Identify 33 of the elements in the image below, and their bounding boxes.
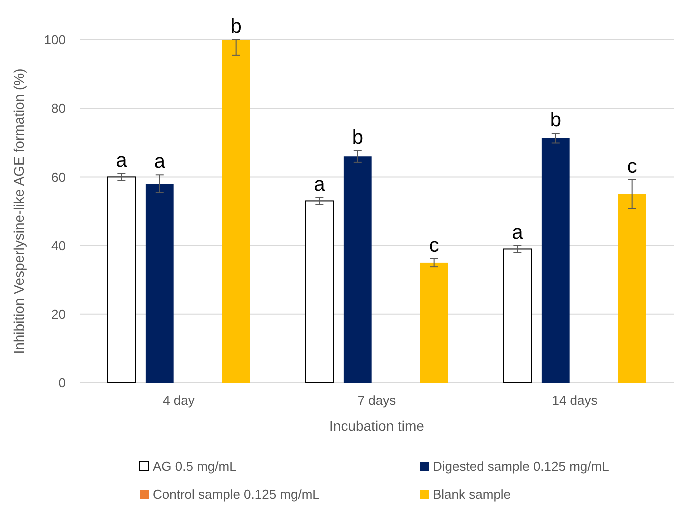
bar	[305, 200, 334, 384]
y-tick-label: 60	[52, 170, 66, 185]
bar	[107, 176, 136, 384]
x-tick-label: 14 days	[552, 393, 598, 408]
y-axis-title: Inhibition Vesperlysine-like AGE formation (%)	[11, 68, 27, 354]
data-label: c	[429, 234, 440, 257]
data-label: a	[116, 150, 128, 172]
data-label: c	[627, 156, 638, 178]
bar	[146, 184, 174, 383]
x-tick-label: 7 days	[358, 393, 397, 408]
bar	[542, 138, 570, 383]
y-tick-label: 40	[52, 238, 66, 254]
data-label: b	[230, 16, 242, 38]
bar	[503, 248, 532, 384]
y-tick-label: 100	[44, 32, 66, 48]
legend-label: AG 0.5 mg/mL	[153, 459, 237, 474]
x-axis-title: Incubation time	[330, 418, 425, 434]
y-tick-label: 80	[52, 101, 66, 116]
data-label: a	[314, 174, 326, 196]
y-tick-label: 0	[58, 376, 66, 391]
legend-label: Blank sample	[433, 487, 512, 502]
bar	[618, 194, 646, 383]
x-tick-label: 4 day	[163, 393, 196, 408]
bar	[420, 262, 448, 383]
data-label: b	[550, 110, 562, 132]
legend-label: Digested sample 0.125 mg/mL	[433, 459, 610, 474]
bar	[344, 156, 372, 383]
data-label: a	[154, 151, 166, 174]
data-label: b	[352, 126, 364, 149]
data-label: a	[512, 222, 524, 244]
y-tick-label: 20	[52, 306, 66, 322]
bar	[222, 40, 250, 383]
legend-label: Control sample 0.125 mg/mL	[153, 487, 320, 502]
